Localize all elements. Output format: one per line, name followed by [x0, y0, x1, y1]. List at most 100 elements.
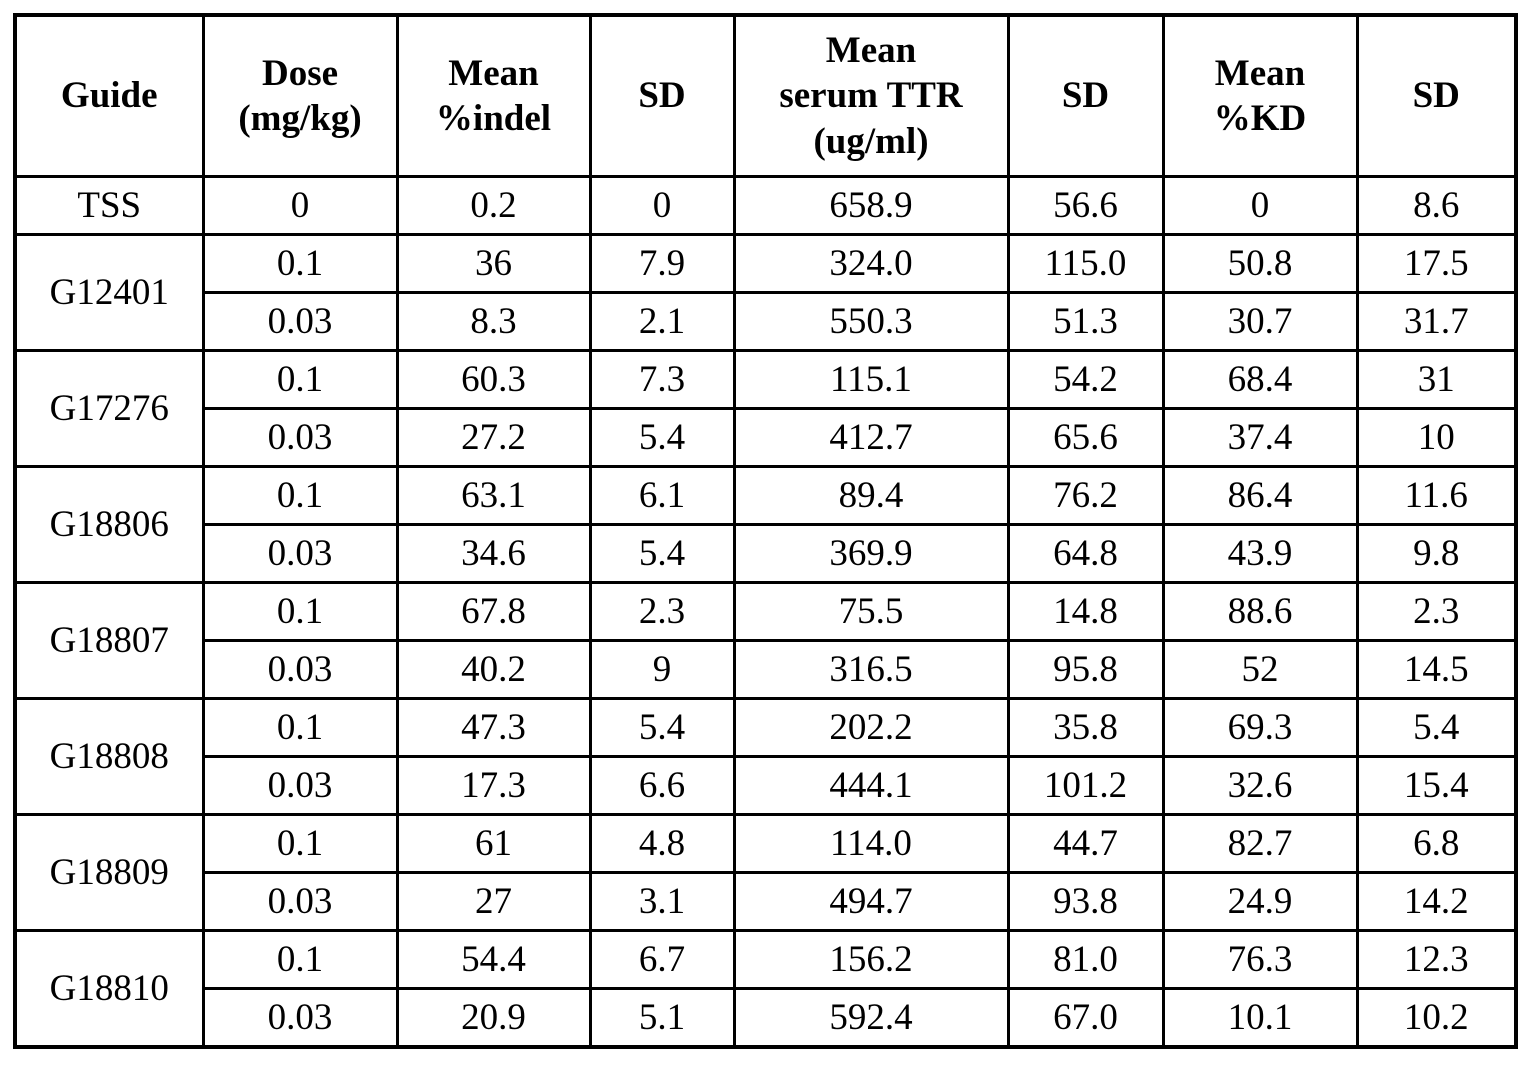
- table-cell: 43.9: [1161, 523, 1359, 584]
- table-cell: 54.4: [395, 929, 592, 990]
- table-cell: 10.2: [1355, 987, 1518, 1049]
- table-cell: 101.2: [1006, 755, 1165, 816]
- table-cell: 7.9: [588, 233, 736, 294]
- table-cell: 412.7: [732, 407, 1010, 468]
- table-cell: 0.03: [201, 755, 399, 816]
- table-cell: 0.03: [201, 407, 399, 468]
- column-header-sd-ttr: SD: [1006, 13, 1165, 178]
- table-cell: 27.2: [395, 407, 592, 468]
- table-cell: 8.6: [1355, 175, 1518, 236]
- table-cell: 60.3: [395, 349, 592, 410]
- table-cell: 35.8: [1006, 697, 1165, 758]
- table-cell: 10: [1355, 407, 1518, 468]
- table-cell: 14.5: [1355, 639, 1518, 700]
- table-cell: 31.7: [1355, 291, 1518, 352]
- guide-cell: TSS: [13, 175, 205, 236]
- table-cell: 0.03: [201, 639, 399, 700]
- table-cell: 61: [395, 813, 592, 874]
- table-cell: 658.9: [732, 175, 1010, 236]
- table-cell: 494.7: [732, 871, 1010, 932]
- table-cell: 156.2: [732, 929, 1010, 990]
- column-header-mean-serum-ttr: Mean serum TTR (ug/ml): [732, 13, 1010, 178]
- table-row: G18810 0.1 54.4 6.7 156.2 81.0 76.3 12.3: [13, 929, 1518, 1049]
- table-row: 0.03 8.3 2.1 550.3 51.3 30.7 31.7: [15, 291, 1518, 352]
- table-cell: 0.1: [201, 929, 399, 990]
- column-header-dose: Dose (mg/kg): [201, 13, 399, 178]
- table-row: G17276 0.1 60.3 7.3 115.1 54.2 68.4 31: [13, 349, 1518, 468]
- table-cell: 63.1: [395, 465, 592, 526]
- table-cell: 6.1: [588, 465, 736, 526]
- table-cell: 6.6: [588, 755, 736, 816]
- table-cell: 14.8: [1006, 581, 1165, 642]
- table-cell: 82.7: [1161, 813, 1359, 874]
- table-cell: 0.1: [201, 813, 399, 874]
- table-cell: 86.4: [1161, 465, 1359, 526]
- table-cell: 0: [1161, 175, 1359, 236]
- table-cell: 76.2: [1006, 465, 1165, 526]
- table-cell: 5.4: [588, 523, 736, 584]
- table-cell: 0.1: [201, 349, 399, 410]
- table-row: TSS 0 0.2 0 658.9 56.6 0 8.6: [13, 175, 1518, 236]
- guide-cell: G18810: [13, 929, 205, 1049]
- guide-cell: G18806: [13, 465, 205, 584]
- table-cell: 0.03: [201, 291, 399, 352]
- table-cell: 68.4: [1161, 349, 1359, 410]
- table-cell: 17.5: [1355, 233, 1518, 294]
- table-cell: 65.6: [1006, 407, 1165, 468]
- table-cell: 10.1: [1161, 987, 1359, 1049]
- table-cell: 550.3: [732, 291, 1010, 352]
- table-cell: 0.1: [201, 581, 399, 642]
- table-row: 0.03 20.9 5.1 592.4 67.0 10.1 10.2: [15, 987, 1518, 1049]
- table-cell: 44.7: [1006, 813, 1165, 874]
- table-cell: 95.8: [1006, 639, 1165, 700]
- table-cell: 27: [395, 871, 592, 932]
- guide-dose-results-table: Guide Dose (mg/kg) Mean %indel SD Mean s…: [13, 13, 1518, 1049]
- table-row: 0.03 40.2 9 316.5 95.8 52 14.5: [15, 639, 1518, 700]
- table-cell: 30.7: [1161, 291, 1359, 352]
- table-cell: 115.1: [732, 349, 1010, 410]
- table-cell: 88.6: [1161, 581, 1359, 642]
- table-cell: 75.5: [732, 581, 1010, 642]
- table-cell: 14.2: [1355, 871, 1518, 932]
- table-cell: 50.8: [1161, 233, 1359, 294]
- table-cell: 69.3: [1161, 697, 1359, 758]
- table-cell: 444.1: [732, 755, 1010, 816]
- table-cell: 0.1: [201, 465, 399, 526]
- table-cell: 6.8: [1355, 813, 1518, 874]
- table-cell: 24.9: [1161, 871, 1359, 932]
- table-cell: 0.03: [201, 523, 399, 584]
- table-cell: 37.4: [1161, 407, 1359, 468]
- table-row: 0.03 17.3 6.6 444.1 101.2 32.6 15.4: [15, 755, 1518, 816]
- header-row: Guide Dose (mg/kg) Mean %indel SD Mean s…: [13, 13, 1518, 178]
- table-cell: 6.7: [588, 929, 736, 990]
- table-cell: 5.4: [588, 697, 736, 758]
- table-row: G18807 0.1 67.8 2.3 75.5 14.8 88.6 2.3: [13, 581, 1518, 700]
- table-cell: 316.5: [732, 639, 1010, 700]
- table-cell: 115.0: [1006, 233, 1165, 294]
- guide-cell: G18809: [13, 813, 205, 932]
- table-cell: 2.1: [588, 291, 736, 352]
- table-cell: 56.6: [1006, 175, 1165, 236]
- table-cell: 592.4: [732, 987, 1010, 1049]
- table-cell: 31: [1355, 349, 1518, 410]
- table-cell: 3.1: [588, 871, 736, 932]
- table-cell: 0.2: [395, 175, 592, 236]
- table-cell: 0: [588, 175, 736, 236]
- table-cell: 9: [588, 639, 736, 700]
- table-row: 0.03 27.2 5.4 412.7 65.6 37.4 10: [15, 407, 1518, 468]
- table-cell: 20.9: [395, 987, 592, 1049]
- table-cell: 67.0: [1006, 987, 1165, 1049]
- table-cell: 32.6: [1161, 755, 1359, 816]
- guide-cell: G18807: [13, 581, 205, 700]
- table-cell: 2.3: [1355, 581, 1518, 642]
- column-header-mean-indel: Mean %indel: [395, 13, 592, 178]
- table-cell: 0: [201, 175, 399, 236]
- table-cell: 369.9: [732, 523, 1010, 584]
- table-cell: 5.1: [588, 987, 736, 1049]
- table-cell: 5.4: [588, 407, 736, 468]
- table-cell: 17.3: [395, 755, 592, 816]
- table-cell: 64.8: [1006, 523, 1165, 584]
- table-cell: 81.0: [1006, 929, 1165, 990]
- column-header-sd-indel: SD: [588, 13, 736, 178]
